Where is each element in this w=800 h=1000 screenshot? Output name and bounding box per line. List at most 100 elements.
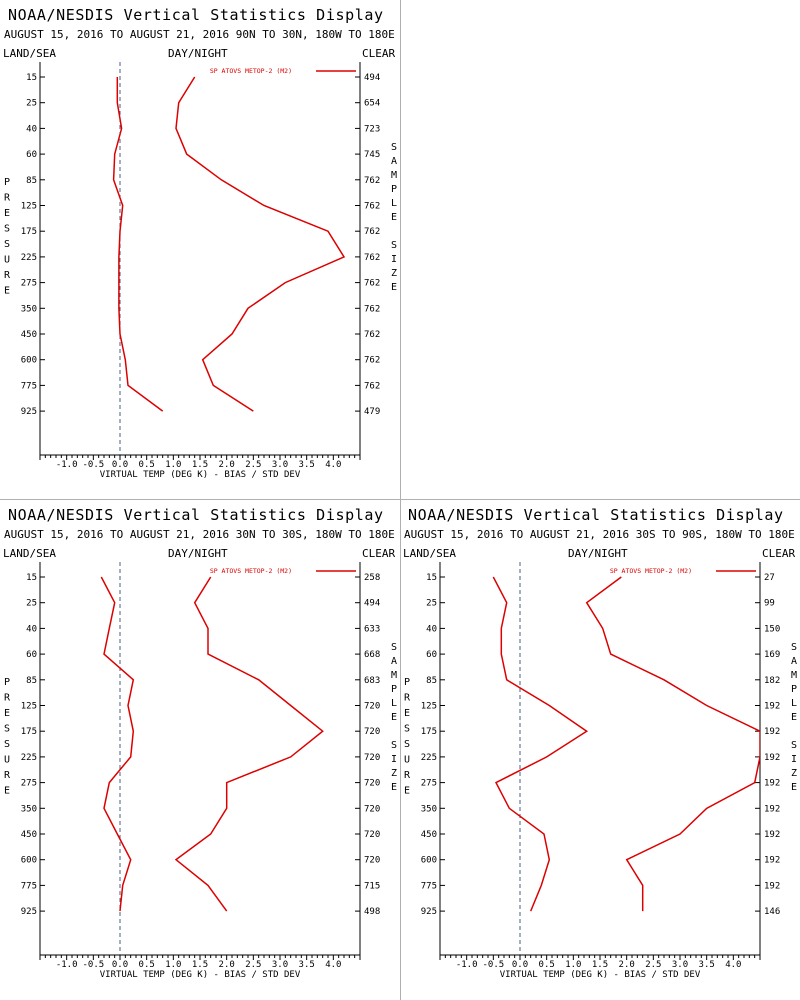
header-land-sea: LAND/SEA [403,547,456,560]
y-axis-label-letter: U [4,755,10,766]
y2-axis-label-letter: P [391,184,397,195]
pressure-level-label: 350 [21,804,37,814]
y2-axis-label-letter: E [391,782,397,793]
sample-size-label: 745 [364,150,380,160]
sample-size-label: 192 [764,753,780,763]
x-tick-label: 4.0 [325,960,341,970]
sample-size-label: 258 [364,573,380,583]
sample-size-label: 192 [764,830,780,840]
y-axis-label-letter: E [4,208,10,219]
pressure-level-label: 225 [21,253,37,263]
sample-size-label: 192 [764,881,780,891]
pressure-level-label: 25 [426,599,437,609]
sample-size-label: 169 [764,650,780,660]
y-axis-label-letter: P [404,677,410,688]
x-tick-label: 3.5 [299,460,315,470]
x-tick-label: 2.0 [219,960,235,970]
header-clear: CLEAR [362,547,396,560]
pressure-level-label: 925 [21,907,37,917]
header-day-night: DAY/NIGHT [568,547,628,560]
profile-plot: -1.0 -0.5 0.0 0.5 1.0 1.5 2.0 2.5 3.0 3.5 4.0 VIRTU… [404,562,797,980]
x-axis-label: VIRTUAL TEMP (DEG K) - BIAS / STD DEV [500,970,701,980]
pressure-level-label: 450 [21,830,37,840]
bias-series-line [492,576,589,912]
x-tick-label: -0.5 [82,460,104,470]
y2-axis-label-letter: E [791,782,797,793]
y2-axis-label-letter: P [791,684,797,695]
pressure-level-label: 775 [21,881,37,891]
x-tick-label: 1.5 [192,960,208,970]
y2-axis-label-letter: L [391,698,397,709]
x-tick-label: -0.5 [82,960,104,970]
sample-size-label: 192 [764,856,780,866]
y-axis-label-letter: P [4,677,10,688]
pressure-level-label: 350 [421,804,437,814]
sample-size-label: 762 [364,202,380,212]
pressure-level-label: 25 [26,599,37,609]
sample-size-label: 762 [364,330,380,340]
y-axis-label-letter: E [4,286,10,297]
pressure-level-label: 925 [421,907,437,917]
sample-size-label: 182 [764,676,780,686]
sample-size-label: 762 [364,279,380,289]
y2-axis-label-letter: M [391,170,397,181]
pressure-level-label: 125 [21,702,37,712]
x-tick-label: 1.0 [165,960,181,970]
x-tick-label: 2.5 [245,960,261,970]
x-axis-label: VIRTUAL TEMP (DEG K) - BIAS / STD DEV [100,970,301,980]
y2-axis-label-letter: M [791,670,797,681]
y-axis-label-letter: E [4,786,10,797]
sample-size-label: 498 [364,907,380,917]
x-tick-label: 0.0 [512,960,528,970]
pressure-level-label: 40 [26,124,37,134]
y2-axis-label-letter: S [391,142,397,153]
pressure-level-label: 600 [21,356,37,366]
chart-subtitle: AUGUST 15, 2016 TO AUGUST 21, 2016 30S T… [404,528,795,541]
x-tick-label: 0.5 [539,960,555,970]
pressure-level-label: 15 [26,73,37,83]
legend-label: SP ATOVS METOP-2 (M2) [210,67,292,75]
sample-size-label: 668 [364,650,380,660]
y2-axis-label-letter: I [391,254,397,265]
pressure-level-label: 450 [421,830,437,840]
y2-axis-label-letter: Z [391,768,397,779]
x-tick-label: 2.5 [645,960,661,970]
sample-size-label: 720 [364,856,380,866]
pressure-level-label: 350 [21,304,37,314]
x-tick-label: 2.0 [219,460,235,470]
x-tick-label: 0.5 [139,460,155,470]
pressure-level-label: 275 [21,779,37,789]
y-axis-label-letter: R [4,193,11,204]
y2-axis-label-letter: E [391,282,397,293]
legend-label: SP ATOVS METOP-2 (M2) [610,567,692,575]
std-dev-series-line [585,576,760,912]
std-dev-series-line [174,576,324,912]
horizontal-divider [0,499,800,500]
x-tick-label: -0.5 [482,960,504,970]
profile-plot: -1.0 -0.5 0.0 0.5 1.0 1.5 2.0 2.5 3.0 3.5 4.0 VIRTU… [4,562,397,980]
pressure-level-label: 175 [21,727,37,737]
y-axis-label-letter: S [4,724,10,735]
x-tick-label: 3.0 [272,460,288,470]
pressure-level-label: 40 [426,624,437,634]
pressure-level-label: 85 [26,176,37,186]
x-tick-label: 4.0 [725,960,741,970]
x-tick-label: 2.5 [245,460,261,470]
sample-size-label: 762 [364,304,380,314]
pressure-level-label: 175 [421,727,437,737]
y-axis-label-letter: S [404,739,410,750]
y2-axis-label-letter: Z [391,268,397,279]
chart-panel-top-left: NOAA/NESDIS Vertical Statistics Display … [0,0,400,500]
pressure-level-label: 450 [21,330,37,340]
x-tick-label: 3.0 [272,960,288,970]
pressure-level-label: 125 [21,202,37,212]
sample-size-label: 762 [364,227,380,237]
sample-size-label: 723 [364,124,380,134]
y2-axis-label-letter: P [391,684,397,695]
profile-plot: -1.0 -0.5 0.0 0.5 1.0 1.5 2.0 2.5 3.0 3.5 4.0 VIRTU… [4,62,397,480]
header-day-night: DAY/NIGHT [168,547,228,560]
x-tick-label: 1.5 [192,460,208,470]
bias-series-line [112,77,164,412]
y2-axis-label-letter: S [391,740,397,751]
y2-axis-label-letter: A [391,656,397,667]
